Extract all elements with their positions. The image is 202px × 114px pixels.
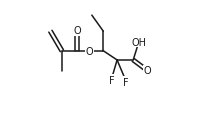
Text: OH: OH: [132, 37, 146, 47]
Text: O: O: [143, 66, 151, 76]
Text: F: F: [123, 77, 129, 87]
Text: F: F: [108, 75, 114, 85]
Text: O: O: [73, 26, 81, 36]
Text: O: O: [86, 46, 93, 56]
